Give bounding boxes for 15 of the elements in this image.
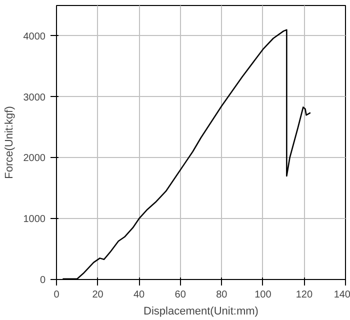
x-tick-label: 80 <box>216 290 228 300</box>
y-tick-label: 2000 <box>23 153 46 164</box>
y-tick-label: 0 <box>40 275 46 286</box>
x-tick-label: 100 <box>254 290 272 300</box>
y-tick-label: 4000 <box>23 31 46 42</box>
x-axis-title: Displacement(Unit:mm) <box>144 306 258 318</box>
y-tick-label: 1000 <box>23 214 46 226</box>
x-tick-label: 40 <box>134 290 146 300</box>
x-tick-label: 140 <box>334 290 350 300</box>
x-tick-label: 20 <box>92 290 104 300</box>
y-axis-title: Force(Unit:kgf) <box>3 106 16 179</box>
x-tick-label: 0 <box>54 290 60 300</box>
y-tick-label: 3000 <box>23 92 46 104</box>
x-tick-label: 120 <box>296 290 313 300</box>
x-tick-label: 60 <box>174 290 186 300</box>
